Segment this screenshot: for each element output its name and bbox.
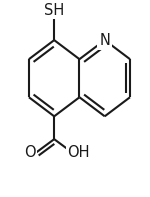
Text: OH: OH [68,145,90,160]
Text: N: N [99,33,110,48]
Text: SH: SH [44,3,64,18]
Text: O: O [24,145,36,160]
